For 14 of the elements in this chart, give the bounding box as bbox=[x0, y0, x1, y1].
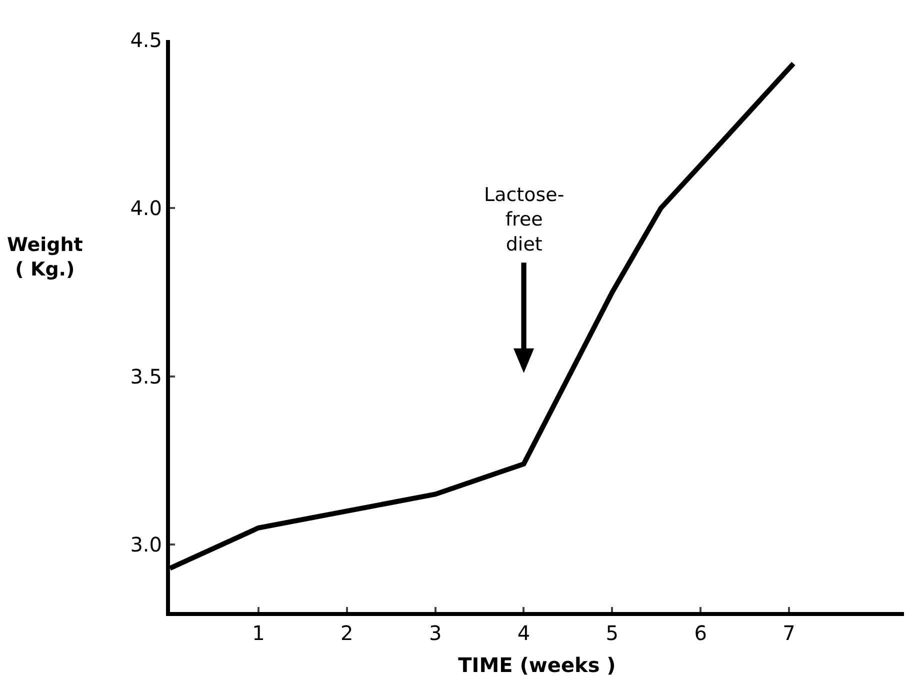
x-tick-label: 3 bbox=[428, 621, 442, 645]
x-tick-label: 5 bbox=[606, 621, 619, 645]
annotation: Lactose- free diet bbox=[484, 184, 564, 256]
y-tick-label: 3.5 bbox=[130, 364, 162, 388]
x-axis-title: TIME (weeks ) bbox=[458, 653, 616, 677]
x-tick-label: 6 bbox=[694, 621, 707, 645]
y-axis-title: Weight ( Kg.) bbox=[7, 234, 83, 281]
y-tick-label: 3.0 bbox=[130, 532, 162, 557]
x-tick-label: 2 bbox=[340, 621, 354, 645]
x-tick-label: 1 bbox=[252, 621, 265, 645]
x-tick-label: 4 bbox=[517, 621, 530, 645]
y-tick-label: 4.5 bbox=[130, 28, 162, 52]
y-tick-label: 4.0 bbox=[130, 196, 162, 220]
x-tick-label: 7 bbox=[782, 621, 796, 645]
